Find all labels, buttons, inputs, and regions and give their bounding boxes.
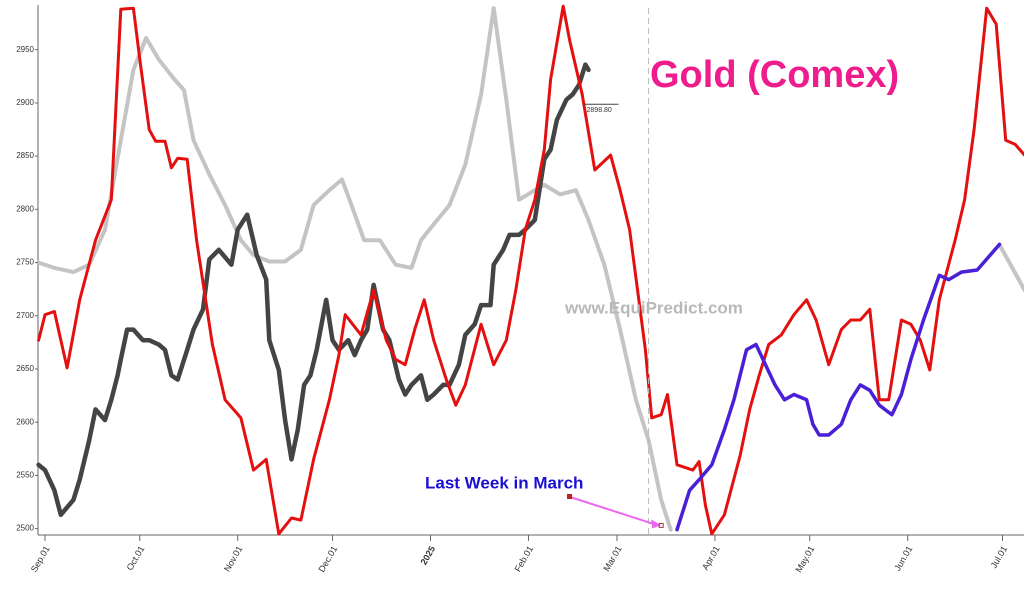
annotation: Last Week in March [425, 473, 583, 492]
y-tick-label: 2850 [16, 151, 34, 160]
series-line [36, 62, 591, 518]
annotation-arrow [569, 496, 656, 526]
y-tick-label: 2650 [16, 364, 34, 373]
y-tick-label: 2950 [16, 45, 34, 54]
arrow-start [567, 494, 572, 499]
watermark: www.EquiPredict.com [564, 298, 743, 317]
series-line [37, 4, 1024, 536]
y-tick-label: 2600 [16, 417, 34, 426]
y-tick-label: 2750 [16, 258, 34, 267]
series-line [675, 242, 1002, 532]
y-tick-label: 2500 [16, 524, 34, 533]
series-line [36, 6, 673, 532]
y-tick-label: 2550 [16, 471, 34, 480]
arrow-end [658, 522, 664, 528]
y-tick-label: 2800 [16, 204, 34, 213]
y-tick-label: 2700 [16, 311, 34, 320]
chart-title: Gold (Comex) [650, 54, 899, 96]
series-line [997, 242, 1024, 293]
plot-area [36, 4, 1024, 536]
y-tick-label: 2900 [16, 98, 34, 107]
price-label: 2898.80 [587, 107, 612, 114]
